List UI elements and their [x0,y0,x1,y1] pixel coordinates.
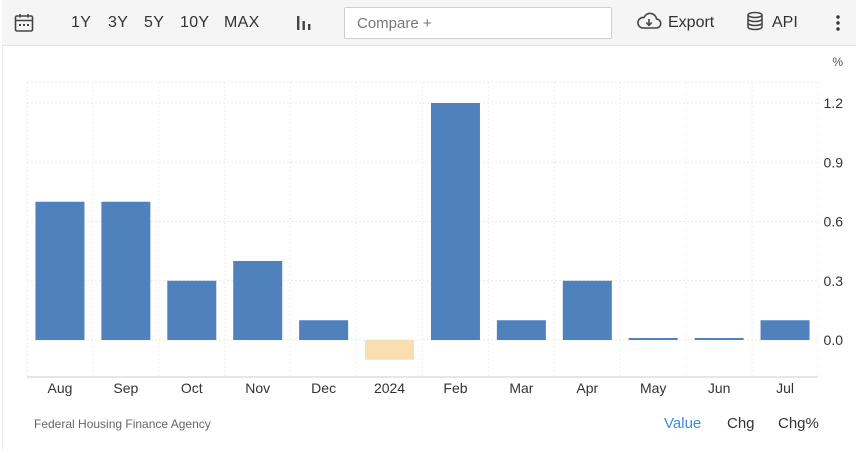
bar-mar [496,320,546,340]
x-tick-label: Aug [47,380,72,396]
api-button[interactable]: API [746,0,798,46]
bar-sep [101,201,151,340]
bar-chart-icon[interactable] [296,14,314,32]
bar-jul [760,320,810,340]
range-10y-button[interactable]: 10Y [180,14,210,31]
bar-oct [167,280,217,340]
tab-value[interactable]: Value [664,415,702,432]
bar-feb [430,103,480,340]
x-tick-label: Jul [776,380,794,396]
chart-toolbar: 1Y 3Y 5Y 10Y MAX Export API [2,0,856,46]
y-tick-label: 0.9 [824,154,844,170]
chart-left-border [2,46,3,450]
tab-chg[interactable]: Chg [727,415,755,432]
range-3y-button[interactable]: 3Y [108,14,129,31]
bar-aug [35,201,85,340]
compare-field[interactable] [344,7,612,39]
bar-apr [562,280,612,340]
y-unit-label: % [832,55,843,69]
database-icon [747,11,763,31]
bar-2024 [365,340,415,360]
x-tick-label: Apr [576,380,598,396]
x-tick-label: Mar [509,380,533,396]
y-tick-label: 0.6 [824,214,844,230]
api-label: API [772,14,798,31]
bar-may [628,338,678,341]
range-5y-button[interactable]: 5Y [144,14,165,31]
range-1y-button[interactable]: 1Y [71,14,92,31]
calendar-icon[interactable] [14,13,34,33]
x-tick-label: Sep [113,380,138,396]
export-button[interactable]: Export [636,0,714,46]
tab-chg-pct[interactable]: Chg% [778,415,819,432]
x-tick-label: 2024 [374,380,405,396]
cloud-download-icon [637,12,662,29]
export-label: Export [668,14,715,31]
source-label: Federal Housing Finance Agency [34,417,211,431]
y-tick-label: 0.0 [824,332,844,348]
bar-jun [694,338,744,341]
y-tick-label: 0.3 [824,273,844,289]
compare-input[interactable] [355,8,599,38]
x-tick-label: Jun [708,380,731,396]
bar-chart: Aug Sep Oct Nov Dec 2024 Feb Mar Apr May Jun Jul 1.2… [26,55,844,396]
x-tick-label: May [640,380,666,396]
x-tick-label: Dec [311,380,336,396]
more-vertical-icon[interactable] [832,14,844,32]
x-tick-label: Nov [245,380,270,396]
bar-dec [299,320,349,340]
y-tick-label: 1.2 [824,95,844,111]
range-max-button[interactable]: MAX [224,14,260,31]
x-tick-label: Oct [181,380,203,396]
x-tick-label: Feb [443,380,467,396]
bar-nov [233,261,283,340]
